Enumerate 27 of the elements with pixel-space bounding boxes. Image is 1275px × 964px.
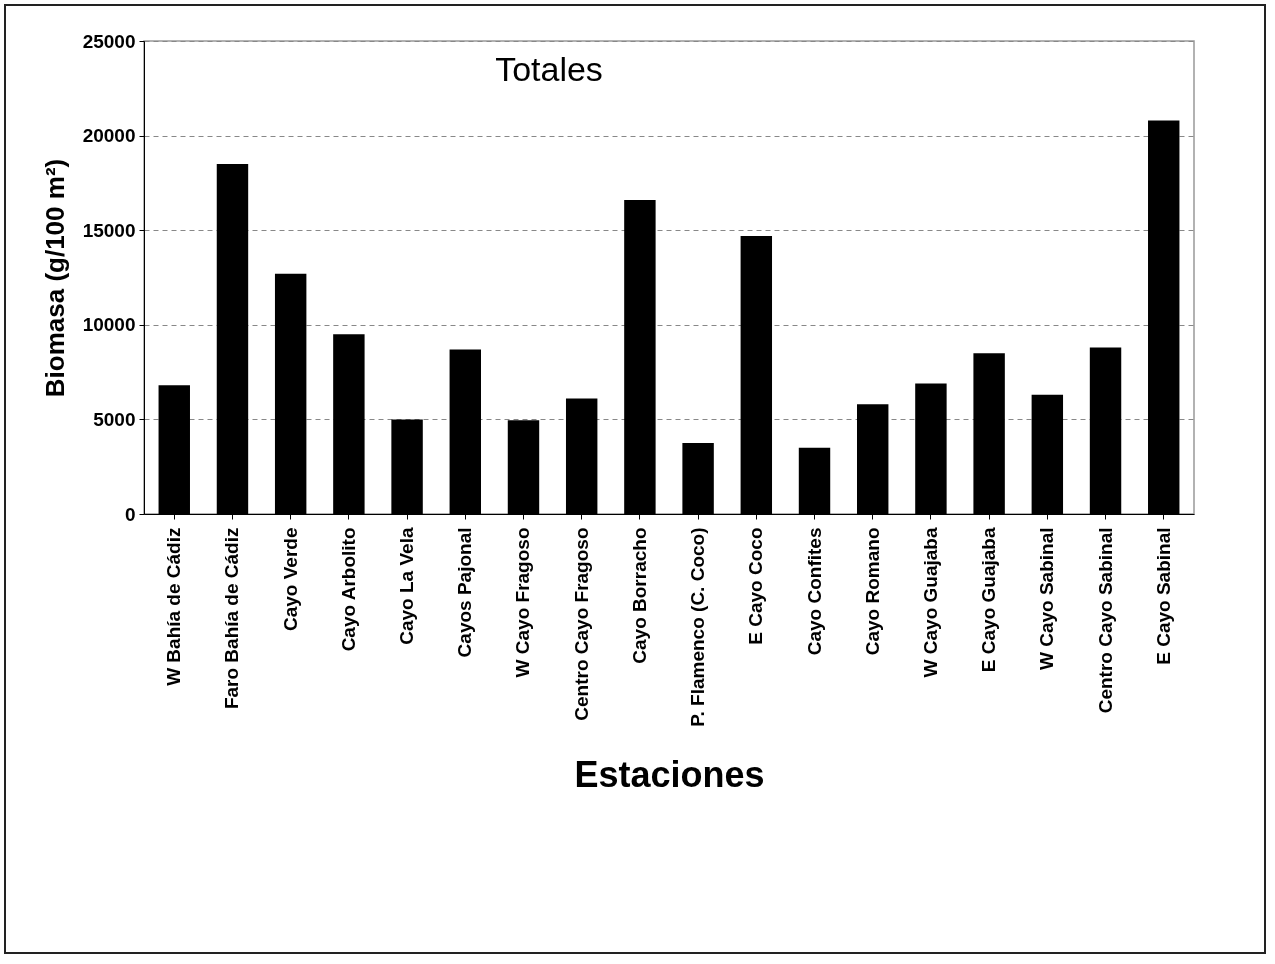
y-tick-label: 10000: [82, 314, 136, 336]
x-tick-label: Cayo Borracho: [628, 527, 650, 664]
x-tick-label: W Cayo Guajaba: [919, 527, 941, 678]
x-tick-label: Faro Bahía de Cádiz: [221, 527, 243, 710]
x-tick-label: W Bahía de Cádiz: [163, 527, 185, 686]
x-axis-title: Estaciones: [574, 753, 765, 795]
x-tick-label: E Cayo Sabinal: [1152, 527, 1174, 665]
x-tick-label: E Cayo Guajaba: [978, 527, 1000, 673]
y-axis-title: Biomasa (g/100 m²): [39, 158, 70, 398]
x-tick-label: E Cayo Coco: [745, 527, 767, 645]
x-tick-label: Cayo La Vela: [396, 527, 418, 645]
x-tick-label: W Cayo Sabinal: [1036, 527, 1058, 671]
x-tick-label: Centro Cayo Fragoso: [570, 527, 592, 721]
x-tick-label: Cayo Arbolito: [337, 527, 359, 652]
x-tick-label: W Cayo Fragoso: [512, 527, 534, 678]
x-tick-label: Cayo Verde: [279, 527, 301, 631]
x-tick-label: Cayo Confites: [803, 527, 825, 656]
y-tick-label: 20000: [82, 125, 136, 147]
chart-title: Totales: [495, 50, 603, 88]
y-tick-label: 0: [124, 503, 136, 525]
x-tick-label: Cayo Romano: [861, 527, 883, 656]
x-tick-label: Centro Cayo Sabinal: [1094, 527, 1116, 714]
x-tick-label: P. Flamenco (C. Coco): [687, 527, 709, 727]
y-tick-label: 15000: [82, 219, 136, 241]
y-tick-label: 25000: [82, 30, 136, 52]
y-tick-label: 5000: [93, 408, 136, 430]
x-tick-label: Cayos Pajonal: [454, 527, 476, 658]
